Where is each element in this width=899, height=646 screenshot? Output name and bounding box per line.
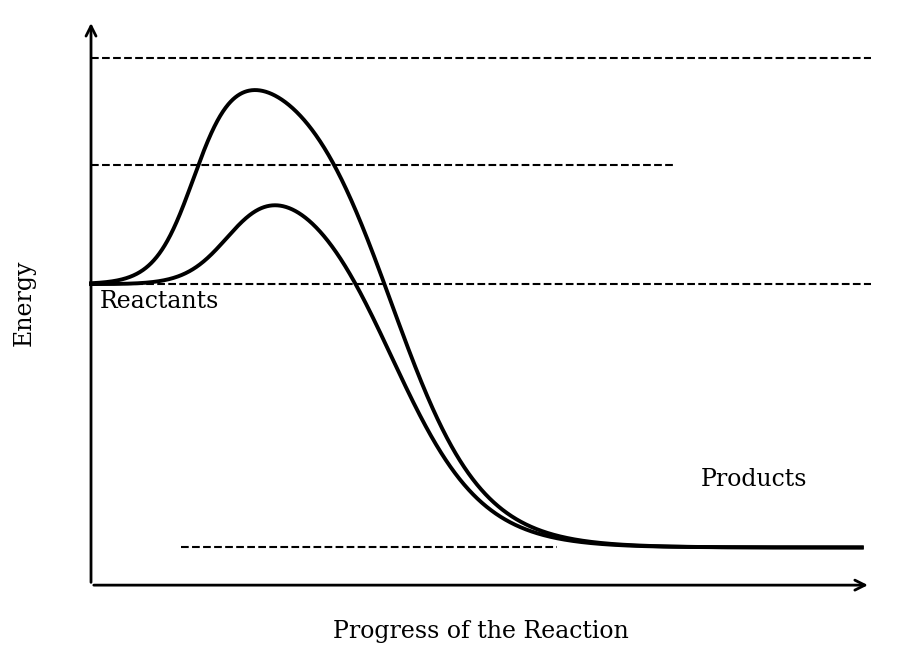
Text: Energy: Energy [13, 260, 35, 346]
Text: Reactants: Reactants [100, 290, 219, 313]
Text: Products: Products [700, 468, 807, 491]
Text: Progress of the Reaction: Progress of the Reaction [333, 620, 628, 643]
